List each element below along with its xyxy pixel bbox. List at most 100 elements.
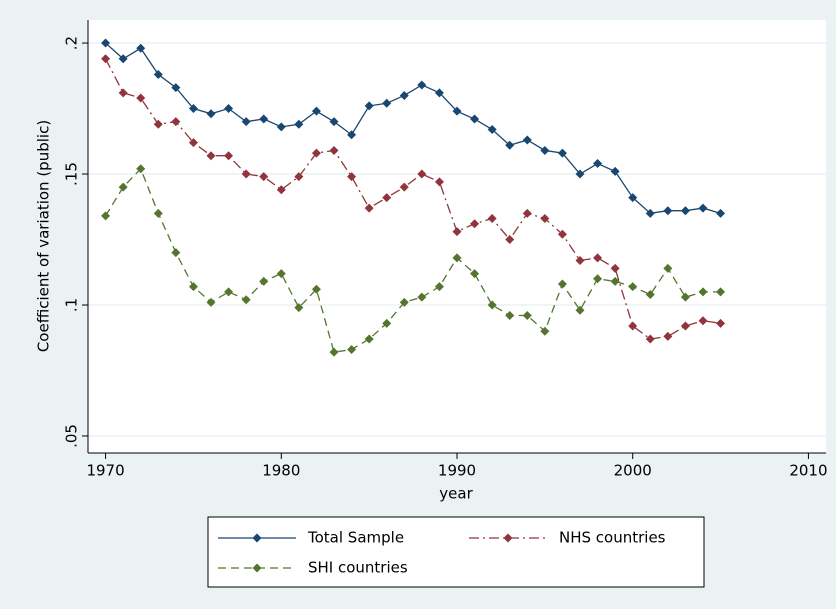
point: [522, 310, 532, 320]
y-tick-label: .05: [63, 424, 81, 448]
point: [663, 263, 673, 273]
point: [593, 253, 603, 263]
point: [522, 208, 532, 218]
point: [276, 185, 286, 195]
point: [101, 54, 111, 64]
point: [224, 287, 234, 297]
point: [663, 206, 673, 216]
legend-marker: [252, 533, 262, 543]
point: [698, 203, 708, 213]
point: [329, 145, 339, 155]
point: [505, 235, 515, 245]
point: [434, 282, 444, 292]
point: [136, 164, 146, 174]
point: [311, 284, 321, 294]
y-axis-label: Coefficient of variation (public): [35, 120, 53, 352]
legend-label: Total Sample: [307, 529, 404, 547]
point: [329, 117, 339, 127]
point: [628, 193, 638, 203]
point: [241, 169, 251, 179]
point: [505, 310, 515, 320]
point: [487, 300, 497, 310]
point: [153, 69, 163, 79]
point: [557, 279, 567, 289]
point: [610, 263, 620, 273]
point: [452, 253, 462, 263]
legend-label: SHI countries: [308, 559, 408, 577]
point: [487, 214, 497, 224]
point: [136, 43, 146, 53]
point: [645, 290, 655, 300]
point: [417, 292, 427, 302]
point: [716, 318, 726, 328]
point: [294, 119, 304, 129]
point: [347, 345, 357, 355]
legend-label: NHS countries: [559, 529, 666, 547]
legend-marker: [503, 533, 513, 543]
point: [645, 334, 655, 344]
point: [224, 151, 234, 161]
point: [399, 297, 409, 307]
x-tick-label: 1980: [262, 462, 300, 480]
x-tick-label: 1990: [438, 462, 476, 480]
point: [557, 148, 567, 158]
point: [575, 305, 585, 315]
point: [171, 83, 181, 93]
y-tick-label: .15: [63, 162, 81, 186]
point: [188, 138, 198, 148]
point: [188, 104, 198, 114]
point: [470, 114, 480, 124]
plot-area: [88, 20, 826, 453]
point: [645, 208, 655, 218]
point: [206, 297, 216, 307]
point: [593, 274, 603, 284]
point: [382, 318, 392, 328]
point: [329, 347, 339, 357]
point: [382, 193, 392, 203]
y-tick-label: .1: [63, 298, 81, 312]
point: [452, 106, 462, 116]
point: [276, 122, 286, 132]
point: [417, 169, 427, 179]
point: [188, 282, 198, 292]
point: [505, 140, 515, 150]
point: [663, 331, 673, 341]
point: [434, 177, 444, 187]
point: [259, 172, 269, 182]
point: [716, 287, 726, 297]
point: [628, 321, 638, 331]
point: [470, 219, 480, 229]
x-axis-label: year: [439, 485, 473, 503]
point: [540, 326, 550, 336]
point: [610, 166, 620, 176]
point: [399, 90, 409, 100]
point: [241, 295, 251, 305]
point: [101, 38, 111, 48]
point: [417, 80, 427, 90]
point: [294, 172, 304, 182]
point: [224, 104, 234, 114]
point: [522, 135, 532, 145]
point: [680, 292, 690, 302]
point: [575, 169, 585, 179]
point: [698, 316, 708, 326]
point: [434, 88, 444, 98]
point: [364, 334, 374, 344]
point: [698, 287, 708, 297]
point: [364, 203, 374, 213]
point: [259, 276, 269, 286]
point: [136, 93, 146, 103]
point: [364, 101, 374, 111]
point: [540, 214, 550, 224]
x-tick-label: 2010: [789, 462, 827, 480]
point: [628, 282, 638, 292]
point: [311, 106, 321, 116]
series-line: [104, 58, 721, 340]
point: [610, 276, 620, 286]
point: [557, 229, 567, 239]
point: [118, 182, 128, 192]
point: [680, 321, 690, 331]
point: [382, 98, 392, 108]
